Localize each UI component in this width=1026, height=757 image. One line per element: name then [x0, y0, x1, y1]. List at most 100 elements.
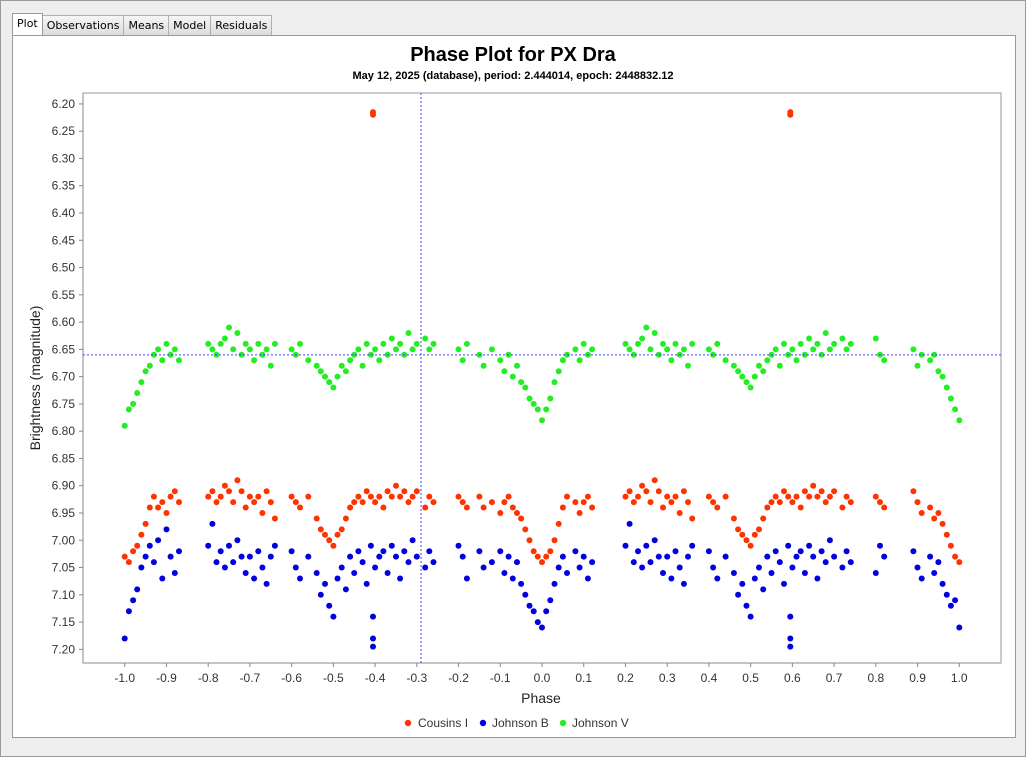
x-tick-label: 0.4 [701, 671, 718, 685]
data-point [121, 635, 128, 642]
data-point [680, 346, 687, 353]
data-point [680, 488, 687, 495]
data-point [359, 559, 366, 566]
data-point [230, 346, 237, 353]
data-point [660, 504, 666, 511]
data-point [317, 368, 324, 375]
data-point [626, 346, 633, 353]
data-point [797, 340, 804, 347]
data-point [480, 362, 487, 369]
tab-means[interactable]: Means [123, 15, 170, 35]
y-tick-label: 6.95 [52, 506, 76, 520]
data-point [426, 548, 433, 555]
data-point [167, 553, 174, 560]
data-point [576, 357, 583, 364]
data-point [255, 340, 262, 347]
data-point [217, 340, 224, 347]
data-point [376, 553, 383, 560]
data-point [539, 624, 545, 631]
data-point [205, 542, 212, 549]
data-point [509, 575, 516, 582]
data-point [776, 362, 783, 369]
data-point [630, 351, 637, 358]
data-point [559, 504, 566, 511]
data-point [747, 384, 754, 391]
data-point [626, 488, 633, 495]
data-point [952, 553, 959, 560]
tab-plot[interactable]: Plot [12, 13, 43, 35]
data-point [259, 564, 266, 571]
data-point [355, 346, 362, 353]
data-point [338, 564, 345, 571]
data-point [370, 111, 376, 118]
data-point [242, 570, 249, 576]
data-point [655, 351, 662, 358]
data-point [313, 362, 320, 369]
data-point [230, 499, 237, 506]
data-point [580, 553, 587, 560]
tab-residuals[interactable]: Residuals [210, 15, 273, 35]
data-point [125, 406, 132, 413]
data-point [655, 553, 662, 560]
data-point [931, 515, 938, 522]
data-point [317, 591, 324, 598]
phase-plot-chart[interactable]: Phase Plot for PX Dra May 12, 2025 (data… [13, 36, 1015, 737]
x-tick-label: -0.8 [198, 671, 219, 685]
x-tick-label: -0.3 [406, 671, 427, 685]
data-point [956, 559, 963, 566]
data-point [488, 499, 495, 506]
tab-observations[interactable]: Observations [41, 15, 125, 35]
data-point [205, 493, 212, 500]
data-point [589, 346, 596, 353]
data-point [555, 520, 562, 527]
data-point [347, 357, 354, 364]
data-point [534, 553, 541, 560]
data-point [463, 340, 470, 347]
data-point [793, 357, 800, 364]
x-tick-label: -0.9 [156, 671, 177, 685]
data-point [305, 357, 312, 364]
data-point [818, 548, 825, 555]
data-point [751, 575, 758, 582]
data-point [221, 482, 228, 489]
series-johnson-v [121, 324, 963, 429]
data-point [305, 493, 312, 500]
data-point [947, 542, 954, 549]
data-point [751, 373, 758, 380]
data-point [714, 575, 721, 582]
data-point [463, 575, 470, 582]
data-point [801, 488, 808, 495]
data-point [781, 580, 787, 587]
data-point [814, 340, 821, 347]
x-tick-label: -0.5 [323, 671, 344, 685]
data-point [397, 340, 404, 347]
data-point [238, 488, 245, 495]
x-tick-label: 0.1 [575, 671, 592, 685]
plot-area[interactable] [82, 92, 1002, 664]
data-point [380, 340, 387, 347]
data-point [376, 493, 383, 500]
data-point [251, 575, 258, 582]
data-point [271, 515, 278, 522]
data-point [534, 406, 541, 413]
data-point [501, 570, 508, 576]
tab-model[interactable]: Model [168, 15, 212, 35]
y-tick-label: 6.50 [52, 261, 76, 275]
data-point [334, 531, 341, 538]
data-point [543, 608, 550, 615]
data-point [292, 564, 299, 571]
data-point [246, 493, 253, 500]
data-point [497, 510, 504, 516]
x-tick-label: -0.6 [281, 671, 302, 685]
data-point [547, 395, 554, 402]
data-point [847, 559, 854, 566]
x-tick-label: -0.2 [448, 671, 469, 685]
plot-panel: Phase Plot for PX Dra May 12, 2025 (data… [12, 35, 1016, 738]
data-point [405, 330, 412, 336]
data-point [768, 570, 775, 576]
data-point [125, 559, 132, 566]
data-point [514, 559, 520, 566]
data-point [159, 575, 166, 582]
data-point [263, 488, 270, 495]
data-point [497, 357, 504, 364]
